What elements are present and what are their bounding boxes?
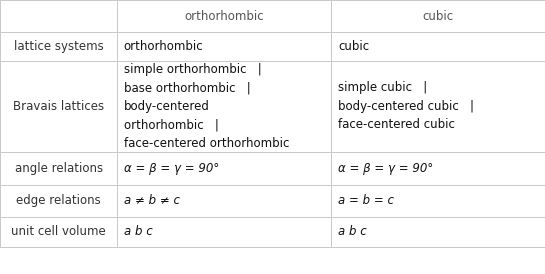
Text: cubic: cubic bbox=[422, 10, 454, 23]
Text: orthorhombic: orthorhombic bbox=[124, 40, 203, 53]
Text: angle relations: angle relations bbox=[15, 162, 102, 175]
Text: edge relations: edge relations bbox=[16, 194, 101, 207]
Text: a b c: a b c bbox=[124, 225, 153, 238]
Text: simple cubic   |
body-centered cubic   |
face-centered cubic: simple cubic | body-centered cubic | fac… bbox=[338, 81, 474, 132]
Text: Bravais lattices: Bravais lattices bbox=[13, 100, 104, 113]
Text: simple orthorhombic   |
base orthorhombic   |
body-centered
orthorhombic   |
fac: simple orthorhombic | base orthorhombic … bbox=[124, 63, 289, 150]
Text: cubic: cubic bbox=[338, 40, 369, 53]
Text: α = β = γ = 90°: α = β = γ = 90° bbox=[338, 162, 433, 175]
Text: a ≠ b ≠ c: a ≠ b ≠ c bbox=[124, 194, 180, 207]
Text: orthorhombic: orthorhombic bbox=[184, 10, 264, 23]
Text: a b c: a b c bbox=[338, 225, 367, 238]
Text: α = β = γ = 90°: α = β = γ = 90° bbox=[124, 162, 219, 175]
Text: unit cell volume: unit cell volume bbox=[11, 225, 106, 238]
Text: lattice systems: lattice systems bbox=[14, 40, 104, 53]
Text: a = b = c: a = b = c bbox=[338, 194, 394, 207]
